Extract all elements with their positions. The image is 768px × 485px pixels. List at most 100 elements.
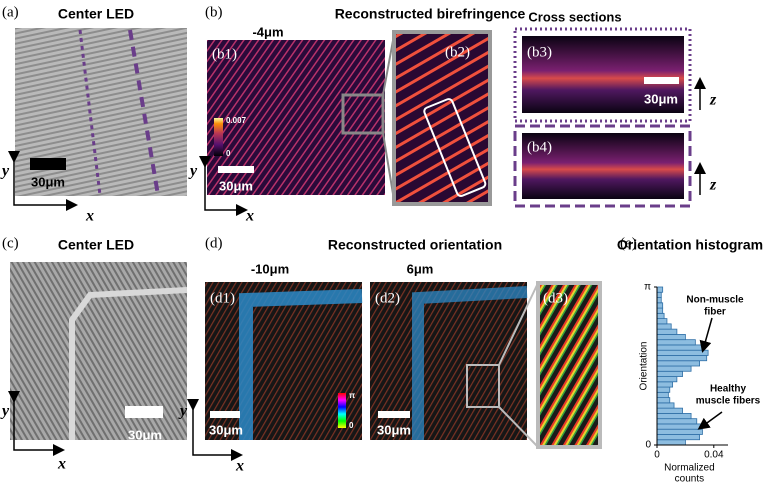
fiber-edge: [69, 287, 188, 440]
scale-bar: [378, 411, 410, 418]
annotation-arrow: [697, 411, 723, 430]
annotation: muscle fibers: [696, 396, 761, 407]
scale-bar-label: 30μm: [219, 178, 253, 193]
histogram-bar: [656, 397, 671, 404]
histogram-bar: [656, 297, 662, 304]
annotation: fiber: [704, 307, 726, 318]
scale-bar-label: 30μm: [377, 422, 411, 437]
scale-bar: [125, 406, 163, 418]
histogram-bar: [656, 434, 700, 441]
panel-title: Orientation histogram: [617, 237, 763, 253]
histogram-bar: [656, 328, 678, 335]
zoom-box: [466, 364, 500, 408]
image-b3: [522, 36, 684, 113]
panel-title: Reconstructed birefringence: [335, 6, 526, 22]
colorbar-label: 0: [226, 149, 231, 158]
scale-bar-label: 30μm: [128, 427, 162, 442]
histogram-bar: [656, 323, 672, 330]
zoom-lines: [498, 282, 539, 448]
histogram-bar: [656, 307, 664, 314]
colorbar-label: π: [349, 391, 355, 400]
panel-label: (a): [2, 4, 19, 20]
panel-label: (c): [2, 235, 19, 251]
image-label: (d2): [375, 290, 400, 306]
depth-label: 6μm: [407, 261, 434, 276]
colorbar: [214, 118, 223, 156]
frame-b4: [513, 124, 692, 208]
histogram-bar: [656, 360, 700, 367]
histogram-bar: [656, 428, 703, 435]
histogram-bar: [656, 370, 683, 377]
histogram-bar: [656, 291, 662, 298]
image-label: (b3): [527, 44, 552, 60]
histogram-bar: [656, 318, 668, 325]
highlight-box: [423, 98, 487, 197]
histogram-bar: [656, 402, 675, 409]
depth-label: -4μm: [252, 24, 283, 39]
image-b2: [392, 30, 492, 206]
panel-title: Center LED: [58, 6, 134, 22]
histogram-bar: [656, 302, 664, 309]
axis-label: y: [0, 163, 10, 180]
histogram-bar: [656, 339, 696, 346]
histogram-bar: [656, 413, 692, 420]
y-axis-label: Orientation: [639, 342, 650, 391]
frame-b3: [513, 27, 692, 123]
axis-label: y: [178, 403, 188, 420]
annotation-arrow: [699, 317, 713, 353]
axis-label: z: [709, 177, 717, 194]
histogram-bar: [656, 407, 683, 414]
histogram-bar: [656, 349, 709, 356]
axis-label: z: [709, 92, 717, 109]
axis-label: x: [235, 458, 244, 475]
annotation: Healthy: [710, 384, 747, 395]
annotation: Non-muscle: [686, 295, 744, 306]
panel-title: Center LED: [58, 237, 134, 253]
section-line: [78, 29, 102, 196]
axes-arrows: [8, 151, 78, 211]
y-tick-label: π: [644, 282, 651, 293]
image-label: (d1): [210, 290, 235, 306]
image-a: [15, 28, 187, 196]
image-label: (b2): [445, 44, 470, 60]
scale-bar: [30, 158, 66, 170]
scale-bar-label: 30μm: [31, 174, 65, 189]
scale-bar-label: 30μm: [209, 422, 243, 437]
histogram-bar: [656, 312, 665, 319]
histogram-bar: [656, 381, 674, 388]
histogram-bar: [656, 439, 686, 446]
histogram-bar: [656, 391, 669, 398]
fiber-edge: [239, 289, 363, 440]
image-label: (b4): [527, 139, 552, 155]
zoom-box: [341, 93, 385, 135]
image-b4: [522, 133, 684, 199]
scale-bar: [644, 77, 679, 84]
image-d3: [536, 281, 602, 449]
histogram-bar: [656, 334, 686, 341]
section-line: [128, 29, 160, 196]
histogram-bar: [656, 418, 698, 425]
fiber-edge: [412, 286, 528, 440]
panel-label: (b): [205, 4, 223, 20]
axes-arrows: [199, 156, 248, 216]
panel-title: Reconstructed orientation: [328, 237, 502, 253]
axis-label: x: [245, 208, 254, 225]
panel-label: (d): [205, 235, 223, 251]
colorbar-label: 0: [349, 421, 354, 430]
axis-label: y: [188, 163, 198, 180]
image-label: (b1): [212, 46, 237, 62]
colorbar: [338, 393, 346, 428]
scale-bar-label: 30μm: [644, 91, 678, 106]
section-title: Cross sections: [528, 9, 621, 24]
x-axis-label: Normalized: [664, 463, 715, 474]
axis-label: y: [0, 403, 10, 420]
histogram-bar: [656, 286, 664, 293]
scale-bar: [210, 411, 240, 418]
y-tick-label: 0: [645, 440, 651, 451]
histogram-bar: [656, 344, 705, 351]
axes-arrows: [8, 391, 65, 456]
histogram-bar: [656, 365, 692, 372]
axes-arrows: [187, 399, 243, 461]
